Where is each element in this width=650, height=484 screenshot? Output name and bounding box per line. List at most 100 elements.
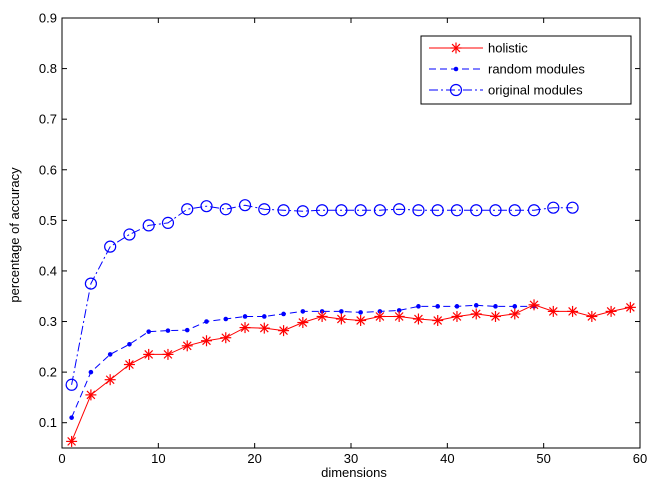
asterisk-stroke (606, 307, 616, 316)
data-layer (65, 199, 636, 447)
data-point (297, 317, 309, 329)
data-point (605, 305, 617, 317)
data-point (142, 219, 155, 232)
asterisk-stroke (67, 437, 77, 446)
x-axis-label: dimensions (321, 465, 387, 480)
series-original-modules (65, 199, 579, 391)
data-point (219, 203, 232, 216)
asterisk-stroke (491, 312, 500, 321)
asterisk-stroke (394, 312, 404, 321)
data-point (104, 240, 117, 253)
x-tick-label: 10 (151, 451, 165, 466)
data-point (165, 328, 171, 333)
data-point (416, 304, 421, 309)
asterisk-stroke (182, 341, 192, 351)
y-tick-label: 0.5 (39, 213, 57, 228)
data-point (200, 200, 213, 213)
data-point (470, 308, 482, 320)
data-point (239, 322, 251, 334)
y-tick-label: 0.1 (39, 415, 57, 430)
data-point (567, 305, 579, 317)
asterisk-stroke (587, 312, 597, 321)
data-point (512, 304, 518, 309)
data-point (393, 310, 405, 322)
data-point (262, 314, 267, 319)
data-point (127, 341, 132, 347)
data-point (204, 319, 209, 324)
y-tick-label: 0.8 (39, 61, 57, 76)
asterisk-stroke (548, 307, 558, 316)
y-tick-label: 0.6 (39, 162, 57, 177)
series-line (71, 204, 573, 385)
asterisk-stroke (452, 312, 462, 321)
asterisk-stroke (356, 316, 366, 325)
data-point (355, 315, 367, 327)
y-tick-label: 0.4 (39, 263, 57, 278)
data-point (412, 313, 424, 325)
data-point (146, 329, 151, 334)
asterisk-stroke (433, 316, 443, 325)
legend-entry: original modules (429, 83, 583, 98)
y-tick-label: 0.7 (39, 112, 57, 127)
data-point (586, 310, 598, 322)
asterisk-stroke (471, 309, 481, 319)
y-axis-label: percentage of accuracy (7, 167, 22, 303)
x-tick-label: 20 (247, 451, 261, 466)
y-tick-label: 0.9 (39, 11, 57, 26)
data-point (566, 201, 579, 214)
data-point (316, 204, 329, 217)
data-point (184, 327, 190, 333)
legend-marker (450, 42, 462, 54)
data-point (84, 277, 98, 290)
x-tick-label: 0 (58, 451, 65, 466)
data-point (143, 348, 155, 360)
data-point (277, 204, 290, 217)
data-point (396, 308, 402, 313)
data-point (300, 309, 306, 314)
data-point (493, 304, 498, 309)
data-point (470, 204, 483, 217)
data-point (509, 308, 521, 320)
data-point (220, 332, 232, 344)
asterisk-stroke (510, 309, 520, 319)
legend-entry: random modules (429, 62, 585, 77)
asterisk-stroke (125, 360, 134, 369)
data-point (373, 204, 386, 217)
asterisk-stroke (568, 307, 577, 316)
data-point (296, 205, 309, 218)
asterisk-stroke (279, 326, 288, 336)
data-point (316, 310, 328, 322)
asterisk-stroke (336, 314, 346, 324)
data-point (162, 348, 174, 360)
data-point (123, 228, 136, 241)
legend-label: original modules (488, 83, 583, 98)
data-point (412, 204, 425, 217)
legend-marker (453, 66, 459, 72)
asterisk-stroke (375, 312, 385, 321)
asterisk-stroke (317, 312, 327, 321)
data-point (454, 304, 460, 309)
data-point (431, 204, 444, 217)
axes-layer: 0 10 20 30 40 50 60 0.1 0.2 0.3 0.4 0.5 0.6 0.7 0.8 0.9 (39, 11, 647, 467)
data-point (527, 204, 541, 217)
data-point (508, 204, 521, 217)
data-point (393, 203, 406, 216)
data-point (339, 309, 344, 314)
data-point (238, 199, 252, 212)
asterisk-stroke (298, 318, 308, 327)
asterisk-stroke (163, 350, 173, 359)
x-tick-label: 50 (536, 451, 550, 466)
x-tick-label: 30 (344, 451, 358, 466)
asterisk-stroke (529, 300, 539, 310)
y-tick-label: 0.3 (39, 314, 57, 329)
data-point (335, 313, 347, 325)
data-point (528, 299, 540, 311)
data-point (358, 310, 363, 315)
data-point (258, 322, 270, 334)
data-point (88, 369, 94, 375)
data-point (354, 204, 367, 217)
y-tick-label: 0.2 (39, 365, 57, 380)
data-point (335, 204, 348, 217)
data-point (65, 378, 78, 391)
data-point (374, 310, 386, 322)
